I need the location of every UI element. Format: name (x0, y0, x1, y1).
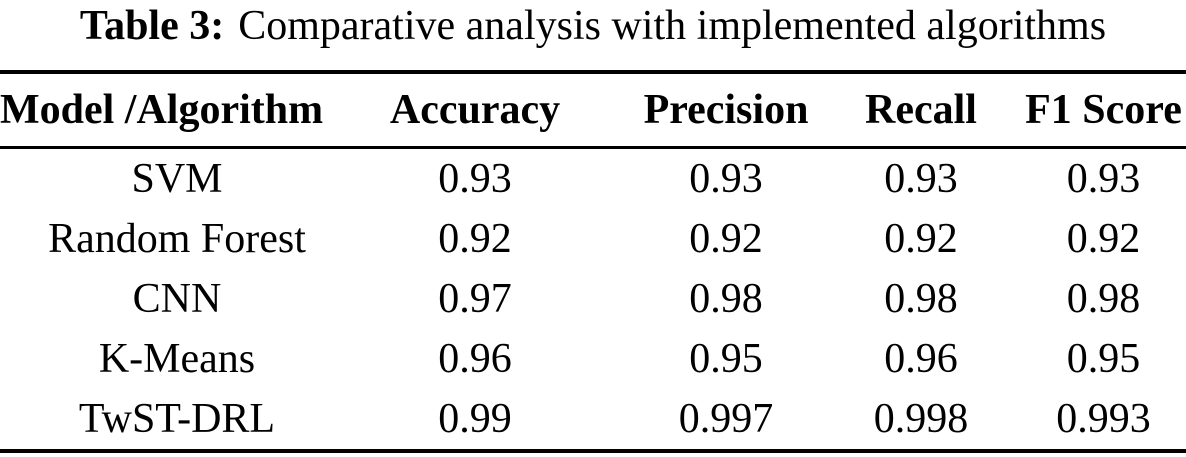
column-header-f1-score: F1 Score (986, 72, 1186, 149)
column-header-precision: Precision (596, 72, 856, 149)
table-caption: Table 3: Comparative analysis with implem… (0, 0, 1186, 70)
table-header-row: Model /Algorithm Accuracy Precision Reca… (0, 72, 1186, 149)
cell-accuracy: 0.92 (438, 216, 512, 262)
cell-model: K-Means (98, 336, 256, 382)
column-header-accuracy: Accuracy (354, 72, 596, 149)
cell-recall: 0.93 (884, 156, 958, 202)
table-row-twst-drl: TwST-DRL 0.99 0.997 0.998 0.993 (0, 389, 1186, 451)
column-header-recall: Recall (856, 72, 986, 149)
cell-model: Random Forest (48, 216, 306, 262)
cell-accuracy: 0.97 (438, 276, 512, 322)
cell-precision: 0.98 (689, 276, 763, 322)
cell-recall: 0.998 (873, 396, 969, 442)
cell-accuracy: 0.99 (438, 396, 512, 442)
cell-model: SVM (131, 156, 223, 202)
table-row-random-forest: Random Forest 0.92 0.92 0.92 0.92 (0, 209, 1186, 269)
cell-f1-score: 0.93 (1066, 156, 1141, 202)
cell-accuracy: 0.96 (438, 336, 512, 382)
cell-precision: 0.93 (689, 156, 763, 202)
results-table: Model /Algorithm Accuracy Precision Reca… (0, 70, 1186, 453)
cell-model: CNN (132, 276, 222, 322)
cell-f1-score: 0.92 (1066, 216, 1141, 262)
cell-precision: 0.92 (689, 216, 763, 262)
cell-recall: 0.92 (884, 216, 958, 262)
cell-f1-score: 0.993 (1056, 396, 1151, 442)
cell-recall: 0.96 (884, 336, 958, 382)
cell-accuracy: 0.93 (438, 156, 512, 202)
cell-precision: 0.95 (689, 336, 763, 382)
cell-recall: 0.98 (884, 276, 958, 322)
cell-model: TwST-DRL (78, 396, 276, 442)
table-row-cnn: CNN 0.97 0.98 0.98 0.98 (0, 269, 1186, 329)
table-row-k-means: K-Means 0.96 0.95 0.96 0.95 (0, 329, 1186, 389)
table-caption-label: Table 3: (79, 3, 225, 49)
table-caption-text: Comparative analysis with implemented al… (238, 3, 1107, 49)
cell-f1-score: 0.98 (1066, 276, 1141, 322)
cell-f1-score: 0.95 (1066, 336, 1141, 382)
column-header-model-algorithm: Model /Algorithm (0, 72, 354, 149)
table-row-svm: SVM 0.93 0.93 0.93 0.93 (0, 148, 1186, 210)
cell-precision: 0.997 (678, 396, 774, 442)
